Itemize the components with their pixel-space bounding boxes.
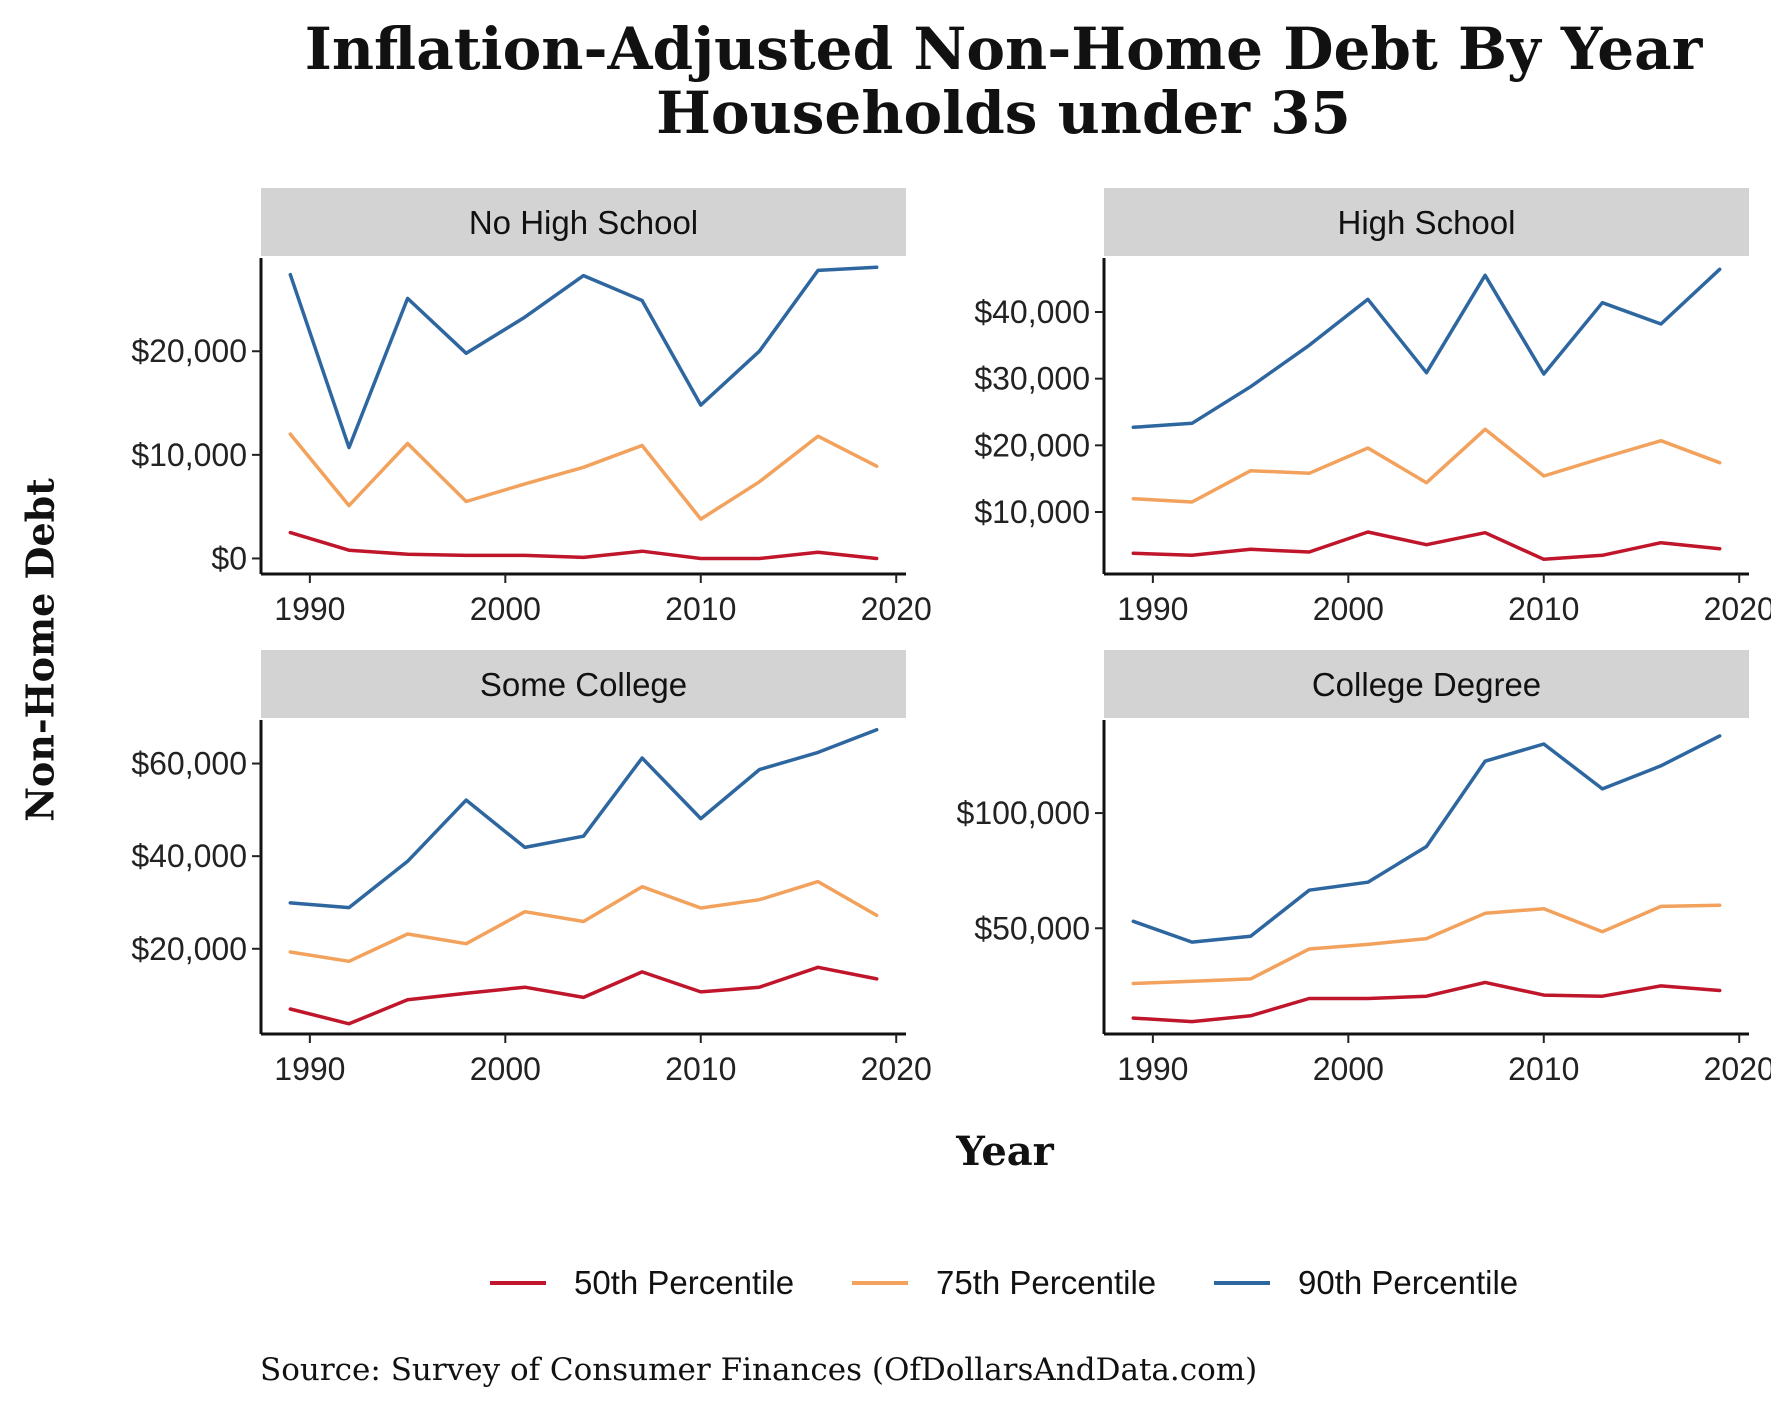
y-tick-label: $60,000 xyxy=(131,746,247,782)
facet-title: Some College xyxy=(480,666,687,703)
x-tick-label: 2010 xyxy=(1508,1051,1579,1087)
facet-panel: No High School $0 $10,000 $20,000 1990 2000 20… xyxy=(131,188,932,627)
x-tick-label: 2020 xyxy=(1704,591,1771,627)
y-tick-label: $0 xyxy=(211,540,247,576)
x-tick-label: 1990 xyxy=(1117,591,1188,627)
facet-panel: Some College $20,000 $40,000 $60,000 1990 200… xyxy=(131,650,932,1087)
chart-title: Inflation-Adjusted Non-Home Debt By Year xyxy=(304,15,1703,83)
legend-label: 75th Percentile xyxy=(936,1264,1157,1301)
x-tick-label: 2020 xyxy=(861,1051,932,1087)
source-note: Source: Survey of Consumer Finances (OfD… xyxy=(260,1352,1258,1388)
x-tick-label: 2010 xyxy=(665,591,736,627)
facet-strip xyxy=(261,650,906,718)
series-line-p50 xyxy=(1131,530,1722,562)
x-tick-label: 2000 xyxy=(1313,591,1384,627)
x-tick-label: 2020 xyxy=(1704,1051,1771,1087)
x-tick-label: 2000 xyxy=(1313,1051,1384,1087)
facet-title: High School xyxy=(1338,204,1516,241)
x-tick-label: 2010 xyxy=(665,1051,736,1087)
series-line-p75 xyxy=(1131,427,1722,504)
x-tick-label: 1990 xyxy=(274,1051,345,1087)
y-tick-label: $20,000 xyxy=(974,427,1090,463)
chart-subtitle: Households under 35 xyxy=(656,79,1351,147)
x-tick-label: 2020 xyxy=(861,591,932,627)
legend-label: 50th Percentile xyxy=(574,1264,795,1301)
legend-item-p50: 50th Percentile xyxy=(490,1258,794,1308)
facet-strip xyxy=(1104,188,1749,256)
x-tick-label: 2010 xyxy=(1508,591,1579,627)
series-line-p75 xyxy=(1131,903,1722,986)
facet-title: No High School xyxy=(469,204,698,241)
series-line-p90 xyxy=(288,727,879,910)
series-line-p90 xyxy=(1131,734,1722,944)
y-axis-label: Non-Home Debt xyxy=(17,478,63,822)
legend-swatch xyxy=(1214,1281,1270,1285)
legend-item-p75: 75th Percentile xyxy=(852,1258,1156,1308)
series-line-p75 xyxy=(288,432,879,521)
series-line-p90 xyxy=(1131,267,1722,430)
x-tick-label: 2000 xyxy=(470,1051,541,1087)
series-line-p50 xyxy=(288,965,879,1026)
facet-title: College Degree xyxy=(1312,666,1541,703)
y-tick-label: $10,000 xyxy=(131,437,247,473)
x-tick-label: 1990 xyxy=(1117,1051,1188,1087)
legend-swatch xyxy=(490,1281,546,1285)
y-tick-label: $30,000 xyxy=(974,361,1090,397)
y-tick-label: $40,000 xyxy=(974,294,1090,330)
y-tick-label: $100,000 xyxy=(957,795,1090,831)
legend-swatch xyxy=(852,1281,908,1285)
legend: 50th Percentile 75th Percentile 90th Per… xyxy=(0,1258,1771,1308)
x-tick-label: 2000 xyxy=(470,591,541,627)
series-line-p50 xyxy=(1131,980,1722,1024)
y-tick-label: $50,000 xyxy=(974,910,1090,946)
legend-label: 90th Percentile xyxy=(1298,1264,1519,1301)
facet-strip xyxy=(261,188,906,256)
y-tick-label: $20,000 xyxy=(131,333,247,369)
x-axis-label: Year xyxy=(956,1128,1054,1175)
y-tick-label: $40,000 xyxy=(131,838,247,874)
series-line-p50 xyxy=(288,530,879,561)
legend-item-p90: 90th Percentile xyxy=(1214,1258,1518,1308)
facet-panel: College Degree $50,000 $100,000 1990 2000 201… xyxy=(957,650,1771,1087)
y-tick-label: $10,000 xyxy=(974,494,1090,530)
series-line-p75 xyxy=(288,879,879,964)
series-line-p90 xyxy=(288,265,879,450)
y-tick-label: $20,000 xyxy=(131,931,247,967)
facet-panel: High School $10,000 $20,000 $30,000 $40,000 1… xyxy=(974,188,1771,627)
facet-strip xyxy=(1104,650,1749,718)
x-tick-label: 1990 xyxy=(274,591,345,627)
